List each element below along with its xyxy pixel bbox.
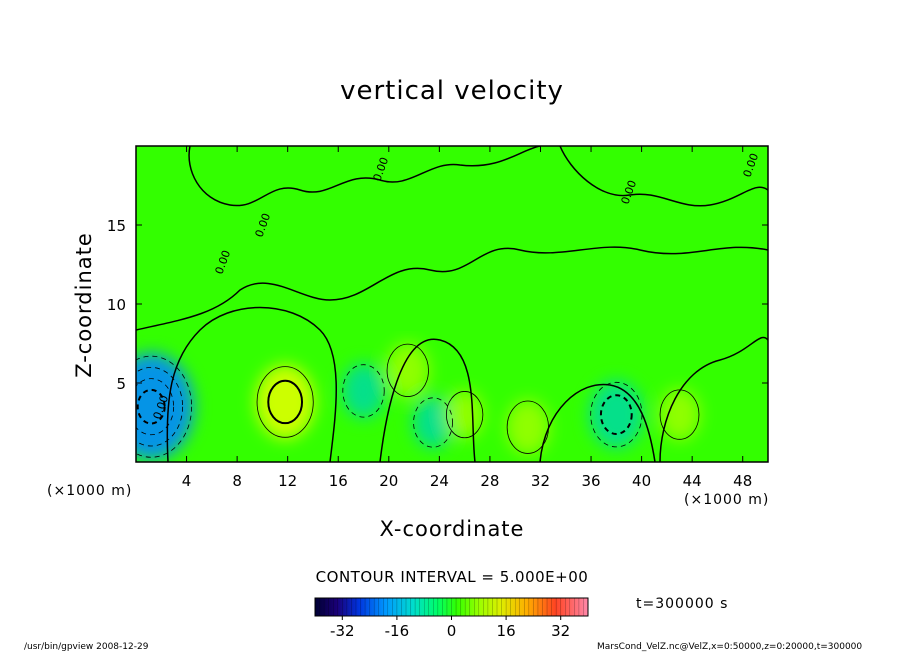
field-blob (255, 364, 315, 440)
contour-line (446, 391, 484, 439)
x-tick-label: 28 (480, 472, 499, 490)
zero-contour (379, 338, 476, 462)
zero-contour (136, 246, 768, 331)
x-tick-label: 44 (683, 472, 702, 490)
x-tick-label: 16 (329, 472, 348, 490)
field-blob (589, 380, 644, 449)
time-label: t=300000 s (636, 596, 729, 612)
contour-line (413, 397, 453, 448)
colorbar-tick-label: -16 (385, 622, 410, 640)
zero-contour (659, 336, 768, 462)
zero-contour (539, 383, 656, 462)
y-unit-label: (×1000 m) (47, 483, 133, 499)
colorbar: -32 -16 0 16 32 (314, 597, 589, 640)
colorbar-tick-label: 0 (447, 622, 457, 640)
y-axis-label: Z-coordinate (72, 232, 96, 378)
contour-line (136, 388, 166, 425)
field-blob (341, 363, 386, 419)
x-tick-label: 24 (430, 472, 449, 490)
contour-line (256, 366, 314, 438)
footer-left: /usr/bin/gpview 2008-12-29 (24, 642, 149, 652)
contour-line (136, 367, 184, 447)
colorbar-tick-label: -32 (330, 622, 355, 640)
x-tick-label: 40 (632, 472, 651, 490)
x-unit-label: (×1000 m) (684, 492, 770, 508)
x-tick-label: 8 (232, 472, 242, 490)
y-tick-label: 10 (107, 296, 126, 314)
x-tick-label: 36 (581, 472, 600, 490)
y-tick-label: 15 (107, 217, 126, 235)
field-blob (506, 399, 550, 455)
colorbar-ticks: -32 -16 0 16 32 (330, 616, 570, 640)
contour-line (342, 364, 385, 418)
plot-area: 0.000.000.000.000.000.00 4 8 12 16 20 24 28 32 3… (107, 145, 769, 490)
y-axis: 5 10 15 (107, 217, 768, 393)
zero-contour (188, 146, 541, 207)
zero-contour (166, 306, 337, 462)
field-blob (412, 396, 454, 449)
x-tick-label: 12 (278, 472, 297, 490)
x-tick-label: 48 (733, 472, 752, 490)
field-blob (385, 342, 430, 398)
contour-line (386, 343, 429, 397)
chart-title: vertical velocity (340, 76, 564, 106)
colorbar-tick-label: 16 (497, 622, 516, 640)
contour-interval: CONTOUR INTERVAL = 5.000E+00 (315, 568, 589, 586)
x-tick-label: 20 (379, 472, 398, 490)
field-blob (445, 390, 484, 439)
x-axis-label: X-coordinate (379, 517, 525, 541)
footer-right: MarsCond_VelZ.nc@VelZ,x=0:50000,z=0:2000… (597, 642, 863, 652)
contour-line (136, 355, 193, 458)
x-axis: 4 8 12 16 20 24 28 32 36 40 44 48 (182, 146, 752, 490)
colorbar-tick-label: 32 (551, 622, 570, 640)
contour-line (267, 379, 304, 425)
contour-line (136, 378, 175, 436)
x-tick-label: 32 (531, 472, 550, 490)
colorbar-stripes (319, 598, 584, 616)
contour-line (599, 394, 633, 435)
field-blob (136, 353, 194, 460)
x-tick-label: 4 (182, 472, 192, 490)
y-tick-label: 5 (116, 375, 126, 393)
zero-contour (559, 146, 768, 207)
field-blob (659, 388, 701, 441)
